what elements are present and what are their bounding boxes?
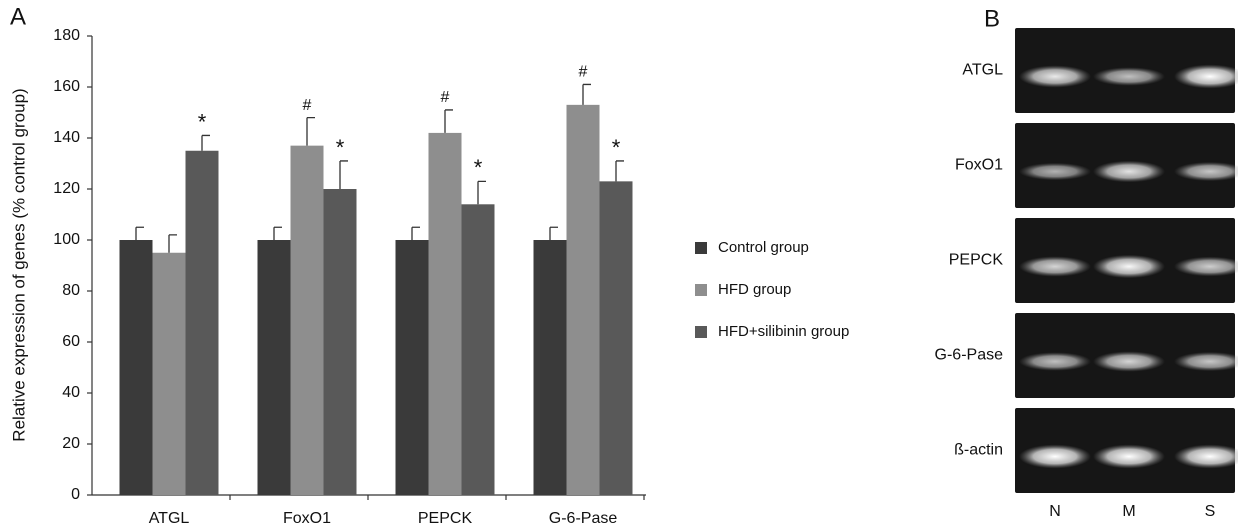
y-tick-label: 60 (62, 333, 80, 350)
legend-label: HFD+silibinin group (718, 323, 849, 340)
gel-band (1093, 67, 1165, 86)
bar (600, 181, 633, 495)
y-tick-label: 140 (53, 129, 80, 146)
y-tick-label: 80 (62, 282, 80, 299)
bar (258, 240, 291, 495)
significance-mark: # (441, 89, 450, 106)
gel-row-label: PEPCK (949, 252, 1004, 269)
y-tick-label: 100 (53, 231, 80, 248)
y-tick-label: 0 (71, 486, 80, 503)
error-bar (274, 227, 282, 240)
gel-row-label: ATGL (962, 62, 1003, 79)
legend-swatch (695, 242, 707, 254)
panel-label: B (984, 5, 1000, 32)
significance-mark: * (336, 135, 345, 160)
page: A Relative expression of genes (% contro… (0, 0, 1238, 530)
error-bar (616, 161, 624, 181)
x-tick-label: ATGL (149, 510, 190, 527)
x-tick-label: PEPCK (418, 510, 473, 527)
significance-mark: # (303, 97, 312, 114)
legend-swatch (695, 326, 707, 338)
bar (120, 240, 153, 495)
error-bar (550, 227, 558, 240)
y-tick-label: 20 (62, 435, 80, 452)
error-bar (136, 227, 144, 240)
gel-band (1019, 352, 1091, 371)
gel-lane-label: M (1122, 503, 1135, 520)
bar (567, 105, 600, 495)
gel-band (1019, 163, 1091, 180)
gel-band (1093, 351, 1165, 371)
figure: A Relative expression of genes (% contro… (0, 0, 1238, 530)
gel-band (1019, 445, 1091, 469)
error-bar (169, 235, 177, 253)
legend-swatch (695, 284, 707, 296)
gel-band (1093, 255, 1165, 278)
bar (396, 240, 429, 495)
x-tick-label: G-6-Pase (549, 510, 618, 527)
error-bar (445, 110, 453, 133)
gel-row-label: G-6-Pase (935, 347, 1004, 364)
error-bar (340, 161, 348, 189)
error-bar (478, 181, 486, 204)
x-tick-label: FoxO1 (283, 510, 331, 527)
gel-band (1093, 161, 1165, 183)
error-bar (583, 84, 591, 104)
gel-lane-label: S (1205, 503, 1216, 520)
significance-mark: * (198, 109, 207, 134)
significance-mark: # (579, 64, 588, 81)
bar (462, 204, 495, 495)
gel-lane-label: N (1049, 503, 1061, 520)
y-tick-label: 40 (62, 384, 80, 401)
y-axis-label: Relative expression of genes (% control … (9, 88, 28, 441)
gel-band (1093, 445, 1165, 469)
gel-band (1019, 256, 1091, 276)
error-bar (307, 118, 315, 146)
y-tick-label: 180 (53, 27, 80, 44)
bar (153, 253, 186, 495)
bar (186, 151, 219, 495)
panel-label: A (10, 3, 26, 30)
error-bar (412, 227, 420, 240)
error-bar (202, 135, 210, 150)
bar (534, 240, 567, 495)
legend-label: Control group (718, 239, 809, 256)
y-tick-label: 120 (53, 180, 80, 197)
bar (429, 133, 462, 495)
significance-mark: * (474, 155, 483, 180)
gel-row-label: ß-actin (954, 442, 1003, 459)
bar (291, 146, 324, 495)
gel-band (1019, 65, 1091, 87)
legend-label: HFD group (718, 281, 791, 298)
bar (324, 189, 357, 495)
gel-row-label: FoxO1 (955, 157, 1003, 174)
y-tick-label: 160 (53, 78, 80, 95)
significance-mark: * (612, 135, 621, 160)
